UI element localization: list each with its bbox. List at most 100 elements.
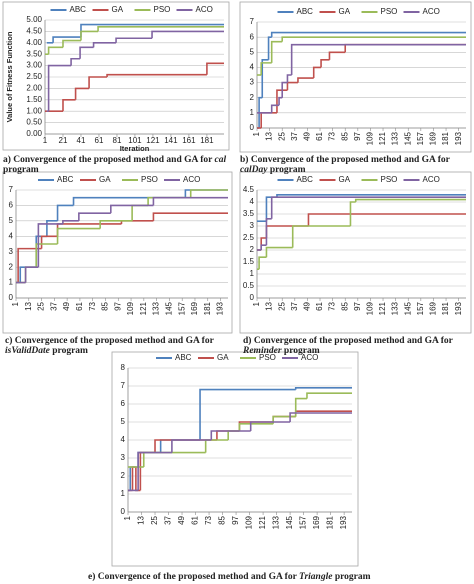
y-tick-label: 4.5 — [243, 185, 255, 194]
series-step — [258, 96, 263, 128]
x-tick-label: 133 — [272, 515, 281, 529]
series-step — [294, 387, 352, 390]
y-tick-label: 2 — [9, 262, 14, 271]
x-tick-label: 157 — [416, 131, 425, 145]
x-tick-label: 121 — [258, 515, 267, 529]
y-tick-label: 2.00 — [26, 84, 42, 93]
x-tick-label: 13 — [137, 515, 146, 524]
y-tick-label: 6 — [250, 32, 255, 41]
y-axis-title: Value of Fitness Function — [5, 31, 14, 122]
x-tick-label: 193 — [454, 301, 463, 315]
legend-label: PSO — [259, 353, 276, 362]
x-tick-label: 109 — [366, 301, 375, 315]
x-tick-label: 169 — [429, 301, 438, 315]
series-step — [265, 218, 272, 246]
caption-program: isValidDate — [5, 346, 50, 356]
series-step — [70, 57, 81, 66]
x-tick-label: 13 — [265, 301, 274, 310]
series-step — [278, 96, 283, 106]
x-tick-label: 181 — [200, 136, 214, 145]
x-tick-label: 97 — [353, 301, 362, 310]
x-tick-label: 157 — [177, 301, 186, 315]
caption-prefix: c) Convergence of the proposed method an… — [5, 336, 214, 346]
y-tick-label: 0 — [250, 123, 255, 132]
legend-label: PSO — [381, 175, 398, 184]
legend-label: ABC — [297, 175, 314, 184]
series-step — [260, 62, 272, 75]
series-step — [306, 392, 352, 399]
series-step — [261, 59, 269, 98]
legend-label: ABC — [70, 5, 87, 14]
caption: a) Convergence of the proposed method an… — [3, 155, 232, 175]
legend-label: ACO — [183, 175, 200, 184]
y-tick-label: 0.5 — [243, 281, 255, 290]
chart: 0 0.5 1 1.5 2 2.5 3 3.5 4 4.5 1 13 25 37 49 61 73 85 97 109… — [239, 171, 472, 334]
x-tick-label: 121 — [146, 136, 160, 145]
series-step — [289, 412, 352, 422]
x-tick-label: 193 — [339, 515, 348, 529]
x-tick-label: 61 — [95, 136, 104, 145]
x-tick-label: 181 — [441, 131, 450, 145]
y-tick-label: 3 — [9, 247, 14, 256]
x-tick-label: 145 — [285, 515, 294, 529]
series-step — [171, 439, 212, 453]
caption-suffix: program — [269, 165, 306, 175]
x-tick-label: 25 — [150, 515, 159, 524]
x-tick-label: 41 — [77, 136, 86, 145]
x-tick-label: 49 — [177, 515, 186, 524]
y-tick-label: 3.5 — [243, 209, 255, 218]
caption-suffix: program — [3, 165, 39, 175]
chart-frame — [239, 1, 472, 153]
x-tick-label: 85 — [340, 301, 349, 310]
x-tick-label: 121 — [378, 131, 387, 145]
caption-suffix: program — [334, 572, 371, 582]
y-tick-label: 4 — [9, 231, 14, 240]
x-tick-label: 169 — [429, 131, 438, 145]
y-tick-label: 8 — [121, 363, 126, 372]
chart-frame — [111, 351, 359, 567]
series-step — [137, 451, 172, 491]
y-tick-label: 6 — [121, 399, 126, 408]
series-step — [270, 40, 283, 63]
y-tick-label: 2.5 — [243, 233, 255, 242]
x-tick-label: 37 — [49, 301, 58, 310]
series-step — [62, 99, 76, 112]
x-tick-label: 121 — [139, 301, 148, 315]
series-step — [110, 204, 154, 214]
y-tick-label: 3 — [121, 453, 126, 462]
x-tick-label: 49 — [303, 301, 312, 310]
legend-label: ABC — [57, 175, 74, 184]
legend-label: ABC — [297, 7, 314, 16]
series-step — [354, 198, 466, 202]
caption: d) Convergence of the proposed method an… — [243, 336, 468, 356]
series-step — [238, 423, 274, 431]
legend-label: PSO — [141, 175, 158, 184]
legend-label: ACO — [423, 7, 440, 16]
x-tick-label: 25 — [37, 301, 46, 310]
series-step — [62, 39, 81, 48]
x-tick-label: 85 — [340, 131, 349, 140]
x-tick-label: 101 — [128, 136, 142, 145]
x-tick-label: 37 — [164, 515, 173, 524]
x-tick-label: 1 — [43, 136, 48, 145]
series-step — [46, 220, 58, 237]
series-step — [151, 30, 224, 39]
series-step — [79, 46, 94, 59]
series-step — [189, 189, 228, 198]
x-tick-label: 61 — [315, 301, 324, 310]
series-step — [312, 66, 322, 79]
series-step — [56, 204, 74, 221]
x-tick-label: 73 — [204, 515, 213, 524]
x-tick-label: 169 — [312, 515, 321, 529]
series-step — [199, 388, 296, 440]
x-tick-label: 61 — [191, 515, 200, 524]
series-step — [281, 81, 288, 98]
x-tick-label: 97 — [113, 301, 122, 310]
x-tick-label: 37 — [290, 131, 299, 140]
series-step — [294, 397, 307, 417]
x-tick-label: 73 — [88, 301, 97, 310]
series-step — [286, 74, 292, 83]
x-tick-label: 133 — [391, 131, 400, 145]
